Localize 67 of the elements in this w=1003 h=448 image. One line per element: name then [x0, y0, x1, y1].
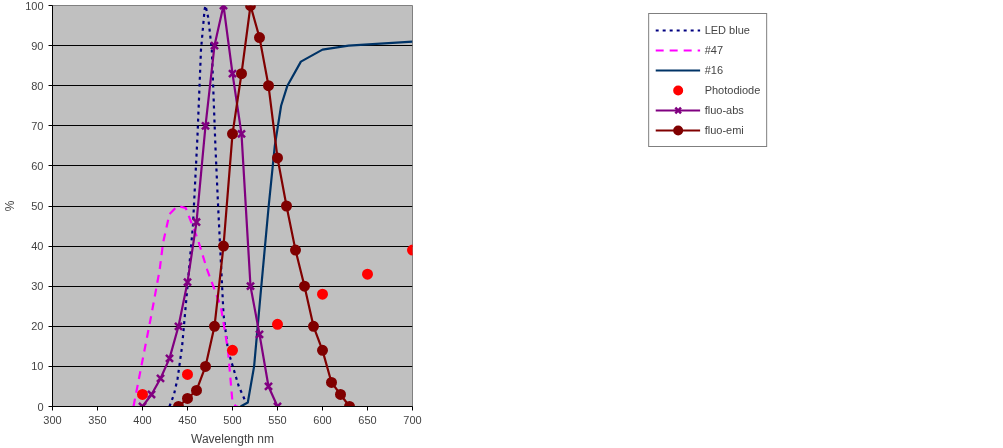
point	[263, 80, 274, 92]
y-tick-label: 10	[31, 360, 44, 373]
y-tick-label: 40	[31, 240, 44, 253]
point	[254, 329, 265, 340]
point	[227, 68, 238, 79]
y-tick-label: 0	[37, 400, 44, 413]
point	[200, 360, 211, 372]
line-series	[132, 204, 239, 407]
point	[272, 318, 283, 330]
point	[299, 280, 310, 292]
point	[164, 353, 175, 364]
x-tick-label: 600	[313, 413, 332, 426]
y-axis-title: %	[3, 200, 18, 212]
point	[326, 376, 337, 388]
x-tick-label: 700	[403, 413, 422, 426]
point	[335, 388, 346, 400]
y-tick-label: 100	[25, 0, 44, 12]
point	[209, 320, 220, 332]
point	[209, 40, 220, 51]
point	[254, 32, 265, 44]
line-series	[168, 5, 248, 407]
y-tick-label: 50	[31, 200, 44, 212]
x-tick-label: 450	[178, 413, 197, 426]
x-tick-label: 400	[133, 413, 152, 426]
point	[218, 240, 229, 252]
point	[362, 268, 373, 280]
x-tick-label: 350	[88, 413, 107, 426]
point	[137, 388, 148, 400]
point	[200, 121, 211, 131]
legend-label: fluo-emi	[704, 123, 744, 137]
point	[290, 244, 301, 256]
y-tick-label: 30	[31, 280, 44, 293]
legend-label: fluo-abs	[704, 103, 744, 117]
line-series	[239, 40, 413, 407]
point	[182, 368, 193, 380]
legend-label: LED blue	[704, 23, 750, 37]
legend-label: #47	[704, 43, 724, 57]
y-tick-label: 20	[31, 320, 44, 333]
point	[236, 68, 247, 80]
x-tick-label: 300	[43, 413, 62, 426]
point	[191, 384, 202, 396]
y-tick-label: 60	[31, 159, 44, 172]
point	[245, 281, 256, 291]
x-tick-label: 550	[268, 413, 287, 426]
x-tick-label: 650	[358, 413, 377, 426]
point	[227, 128, 238, 140]
y-tick-label: 90	[31, 39, 44, 52]
point	[272, 152, 283, 164]
point	[308, 320, 319, 332]
y-tick-label: 80	[31, 79, 44, 92]
point	[173, 321, 184, 332]
point	[227, 344, 238, 356]
x-tick-label: 500	[223, 413, 242, 426]
point	[236, 129, 247, 139]
point	[155, 373, 166, 384]
point	[191, 217, 202, 227]
point	[263, 381, 274, 392]
legend-label: #16	[704, 63, 724, 77]
y-tick-label: 70	[31, 119, 44, 132]
point	[146, 389, 157, 400]
legend-label: Photodiode	[704, 83, 761, 97]
point	[281, 200, 292, 212]
point	[317, 288, 328, 300]
point	[182, 277, 193, 287]
x-axis-title: Wavelength nm	[191, 431, 274, 446]
point	[317, 344, 328, 356]
point	[182, 392, 193, 404]
